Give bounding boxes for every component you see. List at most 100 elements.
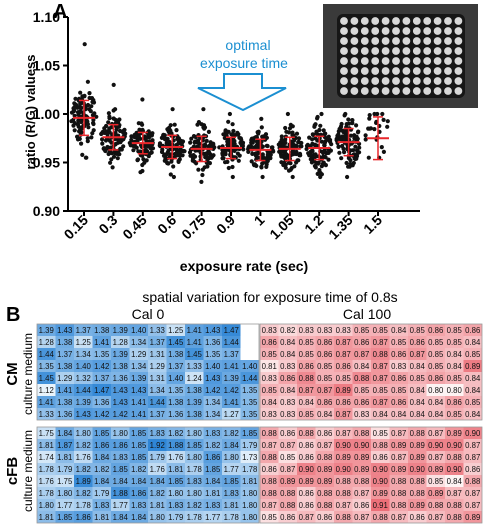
data-point [308,157,313,162]
heatmap-cell [315,451,334,463]
cell-value: 1.80 [39,501,55,510]
data-point [170,107,175,112]
cell-value: 1.38 [57,362,72,371]
cell-value: 1.35 [205,350,221,359]
data-point [231,128,236,134]
data-point [199,122,204,127]
data-point [206,129,211,134]
x-tick-label: 1.5 [360,212,385,237]
heatmap-cell [260,408,279,420]
cell-value: 0.88 [299,429,314,438]
cell-value: 1.35 [39,362,55,371]
heatmap-cell [240,396,259,408]
heatmap-cell [334,408,353,420]
data-point [255,139,260,144]
data-point [211,142,216,147]
cell-value: 0.87 [391,513,406,522]
data-point [111,116,116,121]
x-tick-label: 0.45 [119,212,150,243]
cell-value: 0.84 [465,410,481,419]
heatmap-cell [74,324,93,336]
heatmap-cell [278,372,297,384]
cell-value: 0.83 [262,410,277,419]
heatmap-cell [166,396,185,408]
heatmap-cell [445,427,464,439]
heatmap-cell [315,336,334,348]
cell-value: 1.38 [94,326,109,335]
heatmap-cell [74,511,93,523]
data-point [88,109,93,114]
y-tick-label: 1.00 [33,106,60,122]
cell-value: 1.81 [242,477,257,486]
cell-value: 1.79 [94,489,109,498]
data-point [110,165,115,170]
cell-value: 1.87 [57,441,72,450]
heatmap-cell [445,360,464,372]
well [371,37,380,45]
cell-value: 0.87 [262,501,277,510]
cell-value: 1.86 [76,513,91,522]
well [392,67,400,75]
cell-value: 0.84 [410,410,426,419]
heatmap-cell [315,439,334,451]
data-point [263,156,268,161]
data-point [226,119,231,124]
heatmap-cell [148,427,167,439]
well [381,87,390,95]
heatmap-cell [315,511,334,523]
data-point [118,128,123,134]
data-point [230,148,235,153]
heatmap-cell [278,427,297,439]
heatmap-cell [111,336,130,348]
heatmap-cell [297,348,316,360]
well [423,27,432,35]
well [444,77,452,85]
well [454,17,463,25]
cell-value: 1.82 [76,489,91,498]
data-point [259,165,264,170]
heatmap-cell [129,396,148,408]
cell-value: 0.84 [262,398,278,407]
heatmap-cell [352,499,371,511]
data-point [74,103,79,108]
data-point [85,136,90,141]
heatmap-cell [297,360,316,372]
cell-value: 0.87 [336,501,351,510]
well [350,87,359,95]
cell-value: 1.35 [242,386,258,395]
cell-value: 0.88 [336,513,351,522]
cell-value: 0.84 [447,477,463,486]
cell-value: 1.36 [57,410,72,419]
heatmap-cell [408,427,427,439]
cell-value: 0.85 [354,386,370,395]
data-point [236,158,241,163]
heatmap-cell [463,439,482,451]
cell-value: 0.85 [262,350,278,359]
heatmap-cell [148,324,167,336]
cell-value: 0.88 [391,501,406,510]
cell-value: 0.84 [465,374,481,383]
data-point [268,156,273,161]
cell-value: 1.25 [76,338,92,347]
cell-value: 0.84 [465,338,481,347]
cell-value: 0.88 [465,477,480,486]
heatmap-cell [74,396,93,408]
cell-value: 0.82 [280,326,295,335]
heatmap-cell [166,487,185,499]
data-point [310,148,315,153]
heatmap-cm-cal0-border [36,323,260,421]
data-point [199,179,204,184]
data-point [76,118,81,123]
heatmap-cell [389,348,408,360]
heatmap-cell [185,487,204,499]
heatmap-cell [463,451,482,463]
cell-value: 1.83 [168,501,183,510]
cell-value: 0.87 [465,489,480,498]
data-point [346,164,351,169]
data-point [230,122,235,127]
heatmap-cell [74,499,93,511]
heatmap-cell [240,487,259,499]
well [433,87,442,95]
data-point [85,102,91,108]
cell-value: 1.27 [224,410,239,419]
